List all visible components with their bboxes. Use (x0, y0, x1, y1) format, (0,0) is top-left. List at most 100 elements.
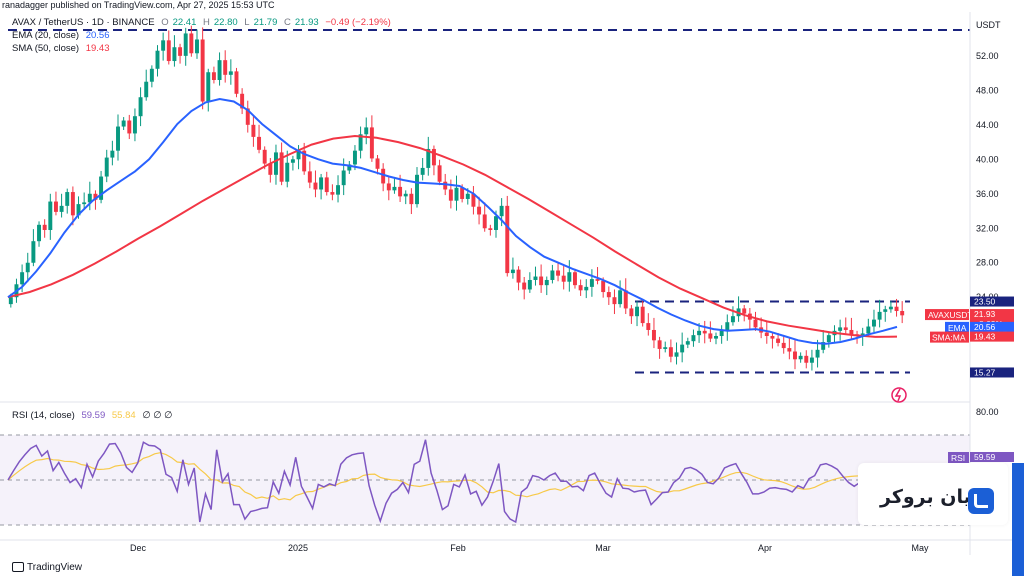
candle-body (279, 152, 284, 182)
candle-body (527, 279, 532, 290)
candle-body (313, 182, 318, 190)
broker-logo-icon (968, 488, 994, 514)
candle-body (228, 71, 233, 75)
candle-body (465, 193, 470, 199)
candle-body (8, 297, 13, 305)
price-tick-label: 28.00 (976, 258, 999, 268)
sma-value-tag-text: 19.43 (974, 332, 996, 342)
ema-legend-label: EMA (20, close) (12, 30, 80, 41)
tradingview-logo: TradingView (12, 562, 82, 573)
candle-body (685, 341, 690, 345)
time-tick-label: May (911, 543, 929, 553)
candle-body (161, 40, 166, 51)
high-value: 22.80 (213, 17, 238, 28)
candle-body (144, 81, 149, 98)
candle-body (843, 327, 848, 330)
rsi-legend[interactable]: RSI (14, close) 59.59 55.84 ∅ ∅ ∅ (12, 410, 176, 421)
candle-body (132, 116, 137, 134)
candle-body (189, 33, 194, 54)
candle-body (352, 150, 357, 165)
sma-value-tag-bg (970, 331, 1014, 342)
candle-body (883, 309, 888, 312)
sma-tag-bg (930, 331, 969, 343)
candle-body (336, 185, 341, 195)
candle-body (121, 120, 126, 127)
sma-tag-text: SMA:MA (932, 333, 966, 343)
rsi-tick-label: 80.00 (976, 407, 999, 417)
rsi-pane (0, 434, 970, 526)
candle-body (211, 72, 216, 80)
candle-body (87, 193, 92, 203)
candle-body (65, 192, 70, 206)
price-tags: 23.50AVAXUSDT21.93−8.63%08:06:56EMA20.56… (891, 296, 1014, 463)
candle-body (595, 279, 600, 281)
ema-value-tag-bg (970, 321, 1014, 332)
candle-body (533, 276, 538, 280)
candle-body (195, 39, 199, 54)
sma-legend-label: SMA (50, close) (12, 43, 80, 54)
candle-body (268, 163, 273, 175)
candle-body (635, 306, 640, 317)
candle-body (138, 97, 143, 117)
candle-body (217, 60, 222, 80)
candle-body (70, 192, 75, 216)
candle-body (567, 272, 572, 282)
rsi-tag-text: RSI (951, 453, 965, 463)
ema-legend[interactable]: EMA (20, close) 20.56 (12, 30, 113, 41)
open-label: O (161, 17, 169, 28)
brand-side-bar (1012, 463, 1024, 576)
time-tick-label: Feb (450, 543, 466, 553)
candle-body (37, 224, 42, 242)
candle-body (646, 323, 651, 330)
close-value: 21.93 (294, 17, 319, 28)
candle-body (697, 330, 702, 336)
candle-body (290, 159, 295, 163)
candle-body (764, 332, 769, 337)
price-tick-label: 40.00 (976, 154, 999, 164)
ema-tag-text: EMA (948, 323, 967, 333)
candle-body (59, 205, 64, 212)
broker-name: لیان بروکر (880, 486, 979, 508)
candle-body (42, 224, 47, 230)
publisher-line: ranadagger published on TradingView.com,… (2, 0, 275, 10)
candle-body (420, 167, 425, 175)
ema-legend-value: 20.56 (85, 30, 110, 41)
candle-body (358, 134, 363, 151)
sma50-line (7, 134, 898, 338)
candle-body (381, 168, 386, 184)
horizontal-levels (8, 29, 970, 374)
candle-body (364, 127, 369, 135)
candle-body (815, 349, 820, 358)
price-tick-label: 48.00 (976, 85, 999, 95)
candle-body (53, 201, 58, 212)
candle-body (48, 201, 53, 230)
last-price-tag-text: 21.93 (974, 309, 996, 319)
candle-body (601, 280, 606, 293)
candle-body (296, 150, 301, 160)
candle-body (415, 174, 419, 205)
rsi-legend-ma: 55.84 (111, 410, 136, 421)
candle-body (454, 187, 459, 201)
currency-label: USDT (976, 20, 1001, 30)
candle-body (725, 322, 730, 331)
candle-body (860, 333, 865, 337)
candle-body (539, 276, 544, 286)
candle-body (584, 286, 589, 291)
candle-body (398, 186, 403, 197)
candle-body (183, 33, 188, 56)
sma-value-tag: 19.43 (970, 331, 1014, 342)
candle-body (505, 205, 510, 274)
sma-legend[interactable]: SMA (50, close) 19.43 (12, 43, 113, 54)
ema20-line (7, 97, 898, 345)
price-tick-label: 36.00 (976, 189, 999, 199)
high-label: H (203, 17, 210, 28)
lightning-icon (891, 387, 907, 403)
candle-body (674, 352, 679, 357)
candle-body (347, 164, 352, 171)
candle-body (618, 290, 623, 305)
tv-mark-icon (12, 562, 24, 573)
candle-body (82, 202, 87, 205)
tradingview-text: TradingView (27, 562, 83, 573)
